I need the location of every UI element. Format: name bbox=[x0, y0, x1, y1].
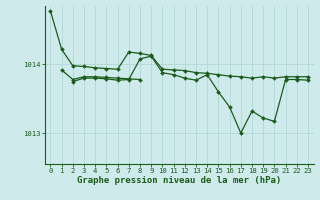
X-axis label: Graphe pression niveau de la mer (hPa): Graphe pression niveau de la mer (hPa) bbox=[77, 176, 281, 185]
